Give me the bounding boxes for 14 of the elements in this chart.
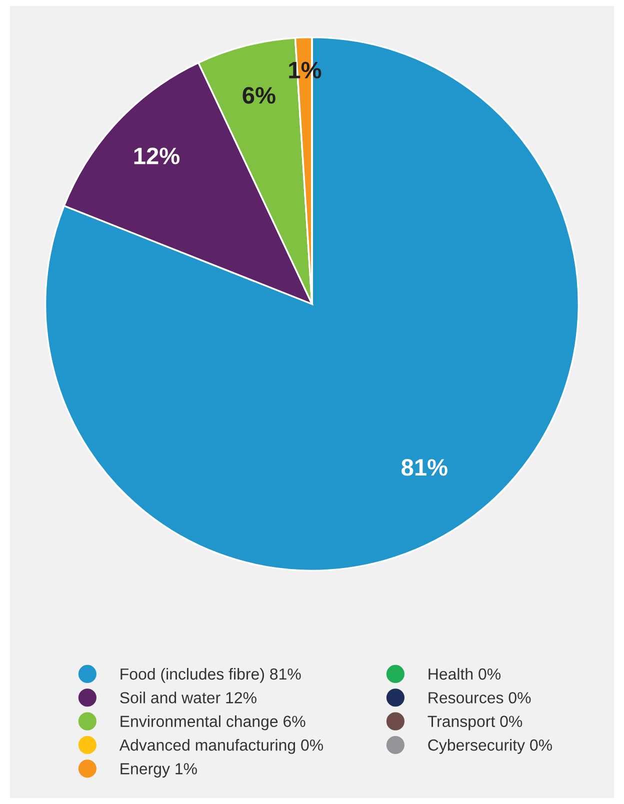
- data-label: 1%: [289, 62, 322, 78]
- legend-label: Soil and water 12%: [120, 692, 256, 704]
- data-label: 12%: [134, 148, 180, 164]
- legend-label: Advanced manufacturing 0%: [119, 739, 324, 754]
- data-label: 6%: [242, 86, 276, 104]
- legend-label: Cybersecurity 0%: [428, 739, 552, 754]
- legend-label: Health 0%: [428, 668, 501, 680]
- legend-label: Resources 0%: [428, 692, 531, 704]
- legend-label: Transport 0%: [428, 716, 522, 730]
- data-label: 81%: [402, 459, 448, 476]
- pie-slice: [44, 36, 580, 572]
- legend-label: Environmental change 6%: [120, 715, 306, 730]
- legend-label: Food (includes fibre) 81%: [120, 668, 301, 683]
- legend-label: Energy 1%: [120, 763, 197, 778]
